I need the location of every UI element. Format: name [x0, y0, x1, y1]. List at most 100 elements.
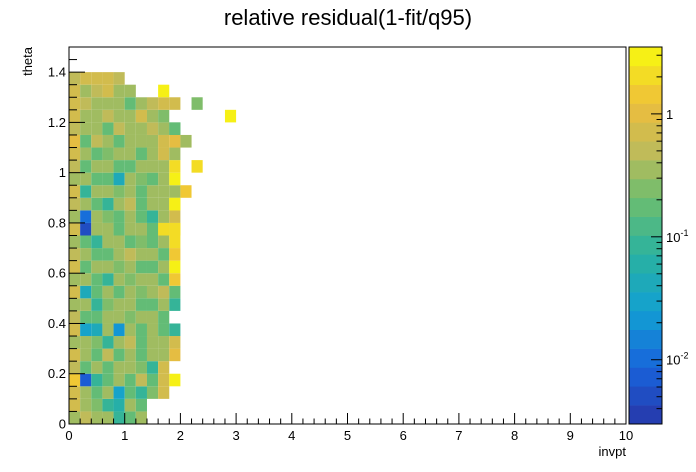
- heatmap-cell: [102, 185, 114, 198]
- heatmap-cell: [113, 235, 125, 249]
- heatmap-cell: [113, 298, 125, 311]
- heatmap-cell: [169, 147, 181, 161]
- heatmap-cell: [102, 172, 114, 186]
- heatmap-cell: [91, 235, 103, 249]
- heatmap-cell: [91, 348, 103, 362]
- heatmap-cell: [158, 273, 170, 286]
- heatmap-cell: [91, 160, 103, 173]
- heatmap-cell: [113, 147, 125, 161]
- heatmap-cell: [146, 122, 159, 135]
- heatmap-cell: [80, 348, 92, 362]
- colorbar-tick-label: 10-2: [666, 351, 688, 368]
- heatmap-cell: [102, 398, 114, 412]
- heatmap-cell: [135, 172, 147, 186]
- heatmap-cell: [158, 84, 170, 98]
- heatmap-cell: [158, 348, 170, 362]
- heatmap-cell: [135, 147, 147, 161]
- heatmap-cell: [135, 310, 147, 324]
- heatmap-cell: [113, 109, 125, 123]
- heatmap-cell: [91, 386, 103, 399]
- heatmap-cell: [169, 134, 181, 148]
- colorbar-band: [629, 386, 662, 406]
- heatmap-cell: [80, 336, 92, 349]
- heatmap-cell: [224, 109, 237, 123]
- heatmap-cell: [80, 210, 92, 223]
- y-tick-label: 0.4: [48, 316, 66, 331]
- heatmap-cell: [69, 97, 81, 110]
- heatmap-cell: [102, 298, 114, 311]
- heatmap-cell: [158, 185, 170, 198]
- colorbar-tick-exponent: -1: [680, 228, 688, 238]
- heatmap-cell: [113, 361, 125, 374]
- heatmap-cell: [169, 185, 181, 198]
- heatmap-cell: [135, 336, 147, 349]
- heatmap-cell: [146, 197, 159, 211]
- colorbar-band: [629, 84, 662, 104]
- heatmap-cell: [102, 248, 114, 261]
- heatmap-cell: [169, 222, 181, 236]
- heatmap-cell: [80, 109, 92, 123]
- heatmap-cell: [80, 235, 92, 249]
- heatmap-cell: [80, 222, 92, 236]
- heatmap-cell: [69, 260, 81, 274]
- heatmap-cell: [146, 336, 159, 349]
- y-tick-label: 1: [59, 165, 66, 180]
- heatmap-cell: [80, 185, 92, 198]
- heatmap-cell: [169, 235, 181, 249]
- heatmap-cell: [146, 222, 159, 236]
- heatmap-cell: [102, 147, 114, 161]
- heatmap-cell: [91, 72, 103, 85]
- heatmap-cell: [80, 398, 92, 412]
- heatmap-cell: [169, 122, 181, 135]
- heatmap-cell: [169, 273, 181, 286]
- heatmap-cell: [91, 197, 103, 211]
- heatmap-cell: [113, 386, 125, 399]
- heatmap-cell: [113, 273, 125, 286]
- heatmap-cell: [80, 298, 92, 311]
- heatmap-cell: [91, 373, 103, 387]
- colorbar-band: [629, 47, 662, 67]
- heatmap-cell: [69, 185, 81, 198]
- heatmap-cell: [146, 386, 159, 399]
- x-tick-label: 3: [232, 428, 239, 443]
- heatmap-cell: [113, 72, 125, 85]
- heatmap-cell: [146, 323, 159, 337]
- heatmap-cell: [102, 197, 114, 211]
- heatmap-cell: [69, 109, 81, 123]
- x-tick-label: 2: [177, 428, 184, 443]
- heatmap-cell: [158, 361, 170, 374]
- heatmap-cell: [124, 273, 136, 286]
- heatmap-cell: [135, 361, 147, 374]
- x-tick-label: 4: [288, 428, 295, 443]
- heatmap-cell: [135, 411, 147, 424]
- heatmap-cell: [69, 310, 81, 324]
- heatmap-cell: [135, 386, 147, 399]
- heatmap-cell: [169, 336, 181, 349]
- heatmap-cell: [124, 260, 136, 274]
- heatmap-cell: [113, 373, 125, 387]
- x-axis: 0 1 2 3 4 5 6 7 8 9 10: [65, 413, 633, 443]
- y-tick-label: 0: [59, 417, 66, 432]
- heatmap-cell: [102, 260, 114, 274]
- heatmap-cell: [80, 122, 92, 135]
- heatmap-cell: [91, 273, 103, 286]
- heatmap-cell: [80, 310, 92, 324]
- heatmap-cell: [91, 172, 103, 186]
- heatmap-cell: [124, 398, 136, 412]
- heatmap-cell: [91, 84, 103, 98]
- colorbar-tick-label: 10-1: [666, 228, 688, 245]
- heatmap-cell: [124, 197, 136, 211]
- heatmap-cell: [69, 160, 81, 173]
- x-tick-label: 10: [619, 428, 633, 443]
- chart-title: relative residual(1-fit/q95): [224, 5, 472, 30]
- heatmap-cell: [158, 210, 170, 223]
- colorbar-band: [629, 292, 662, 312]
- heatmap-cell: [169, 285, 181, 299]
- x-tick-label: 8: [511, 428, 518, 443]
- heatmap-cell: [69, 172, 81, 186]
- heatmap-cell: [135, 109, 147, 123]
- heatmap-cell: [113, 411, 125, 424]
- heatmap-cell: [158, 373, 170, 387]
- heatmap-cell: [69, 122, 81, 135]
